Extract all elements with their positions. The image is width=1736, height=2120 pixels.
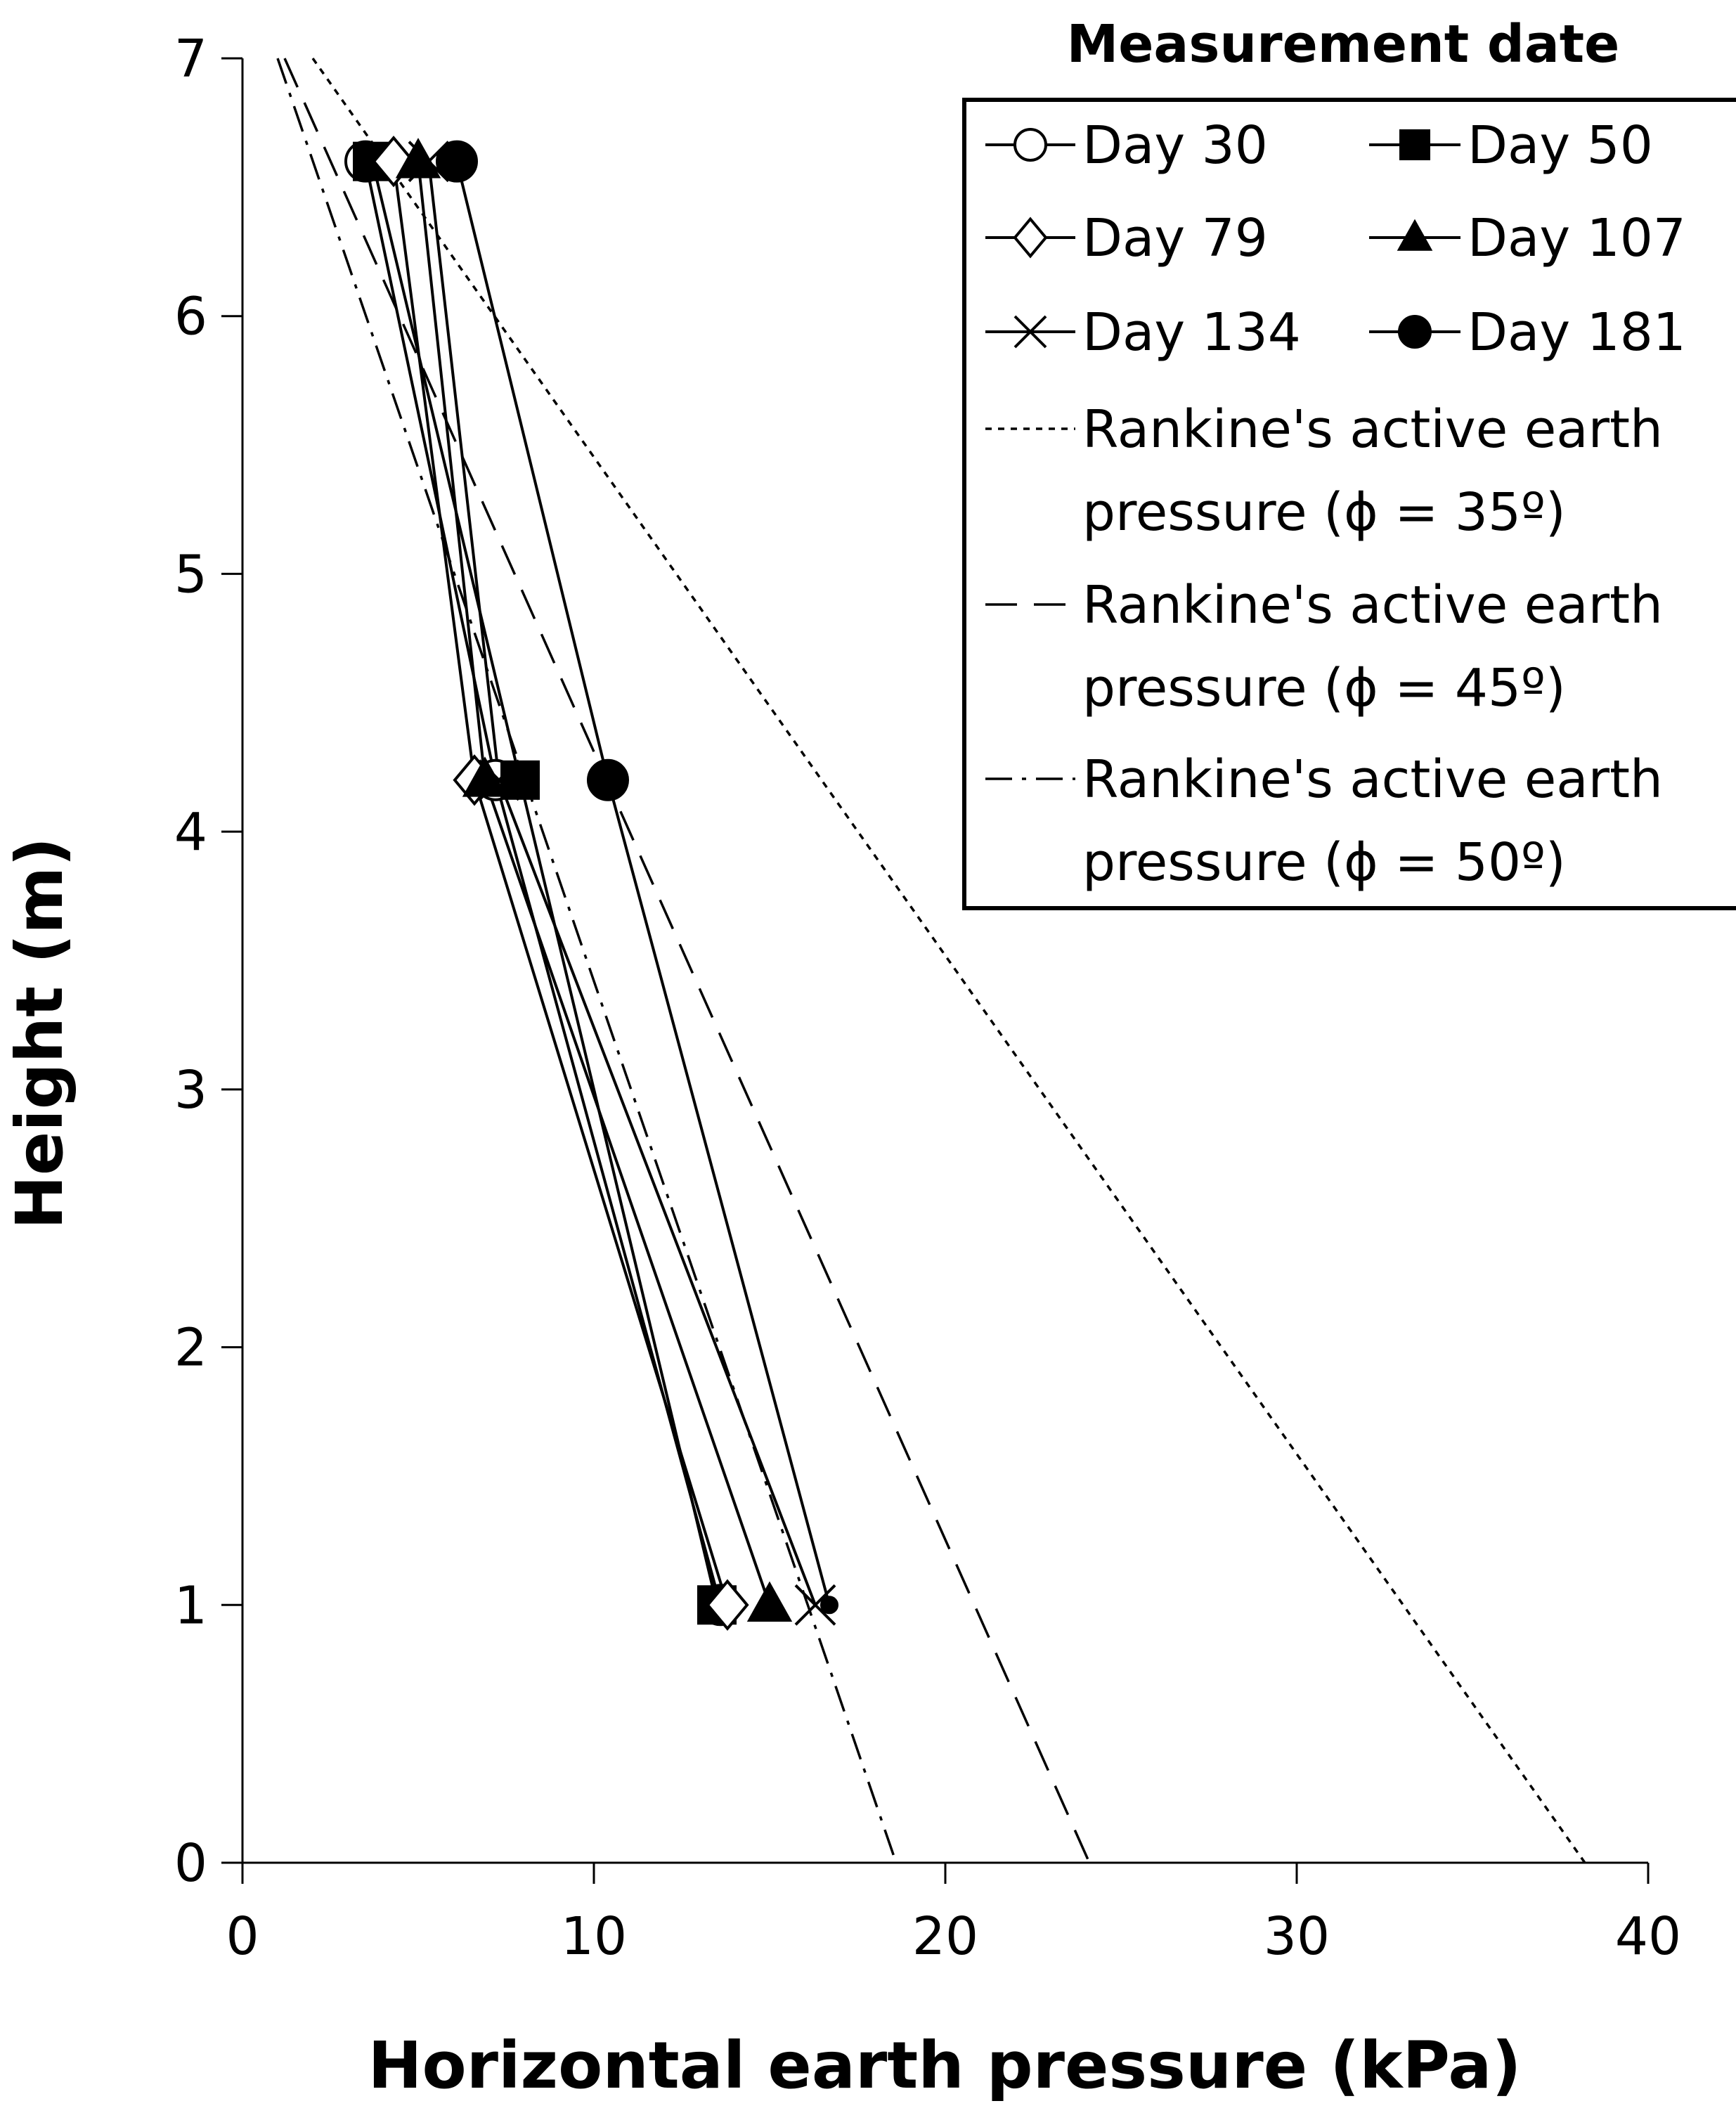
legend-swatch-marker bbox=[1399, 129, 1430, 160]
series-markers bbox=[344, 135, 838, 1631]
legend-label: Day 50 bbox=[1468, 115, 1653, 176]
x-axis-title: Horizontal earth pressure (kPa) bbox=[368, 2028, 1521, 2103]
data-point-day-134 bbox=[794, 1584, 836, 1626]
y-tick-label: 4 bbox=[174, 802, 207, 862]
legend-item: Day 107 bbox=[1369, 208, 1686, 269]
data-point-day-181 bbox=[820, 1596, 838, 1615]
legend-label: pressure (ϕ = 45º) bbox=[1082, 658, 1566, 718]
data-point-day-181 bbox=[436, 140, 478, 183]
series-line-day-107 bbox=[417, 161, 771, 1605]
x-tick-label: 20 bbox=[912, 1906, 978, 1967]
x-tick-label: 10 bbox=[561, 1906, 627, 1967]
legend-label: Day 181 bbox=[1468, 302, 1686, 363]
legend-item: Day 181 bbox=[1369, 302, 1686, 363]
legend-swatch-marker bbox=[1013, 315, 1047, 349]
y-tick-label: 1 bbox=[174, 1575, 207, 1636]
legend-swatch-marker bbox=[1397, 219, 1433, 251]
legend-swatch-marker bbox=[1013, 216, 1048, 259]
x-tick-label: 0 bbox=[226, 1906, 259, 1967]
legend-label: Day 134 bbox=[1082, 302, 1301, 363]
y-tick-label: 0 bbox=[174, 1833, 207, 1894]
y-tick-label: 6 bbox=[174, 287, 207, 347]
series-line-rankine-s-active-earth-pressure-35 bbox=[311, 57, 1586, 1864]
y-axis-title: Height (m) bbox=[2, 837, 77, 1229]
legend-item: Day 134 bbox=[985, 302, 1301, 363]
y-tick-label: 5 bbox=[174, 544, 207, 605]
data-point-day-134 bbox=[478, 759, 520, 801]
legend-item: Rankine's active earth pressure (ϕ = 35º) bbox=[985, 399, 1663, 543]
data-point-day-107 bbox=[395, 138, 441, 179]
legend-label: Rankine's active earth bbox=[1082, 399, 1663, 460]
x-tick-label: 40 bbox=[1615, 1906, 1681, 1967]
series-line-rankine-s-active-earth-pressure-50 bbox=[276, 58, 898, 1863]
legend-item: Day 50 bbox=[1369, 115, 1653, 176]
y-tick-label: 7 bbox=[174, 29, 207, 89]
legend-label: Day 79 bbox=[1082, 208, 1268, 269]
y-tick-label: 3 bbox=[174, 1060, 207, 1120]
legend-box bbox=[962, 98, 1736, 910]
legend-title: Measurement date bbox=[1067, 14, 1620, 75]
legend: Day 30 Day 50 Day 79 Day 107 Day 134 Day 181 R… bbox=[962, 98, 1736, 910]
legend-label: pressure (ϕ = 50º) bbox=[1082, 832, 1566, 893]
legend-label: pressure (ϕ = 35º) bbox=[1082, 482, 1566, 543]
series-line-rankine-s-active-earth-pressure-45 bbox=[283, 58, 1091, 1863]
legend-label: Day 30 bbox=[1082, 115, 1268, 176]
axes: 0 1 2 3 4 5 6 7 0 10 20 30 40 bbox=[174, 29, 1681, 1967]
legend-item: Day 30 bbox=[985, 115, 1268, 176]
legend-label: Rankine's active earth bbox=[1082, 575, 1663, 635]
y-tick-label: 2 bbox=[174, 1318, 207, 1378]
series-line-day-50 bbox=[371, 161, 718, 1605]
legend-item: Rankine's active earth pressure (ϕ = 45º) bbox=[985, 575, 1663, 718]
legend-item: Rankine's active earth pressure (ϕ = 50º) bbox=[985, 749, 1663, 893]
legend-label: Rankine's active earth bbox=[1082, 749, 1663, 810]
data-point-day-181 bbox=[587, 758, 629, 801]
data-point-day-107 bbox=[462, 756, 508, 797]
data-point-day-50 bbox=[500, 760, 540, 800]
legend-swatch-marker bbox=[1013, 128, 1047, 162]
legend-item: Day 79 bbox=[985, 208, 1268, 269]
series-line-day-134 bbox=[427, 161, 817, 1606]
x-tick-label: 30 bbox=[1264, 1906, 1330, 1967]
data-point-day-79 bbox=[706, 1579, 749, 1631]
legend-swatch-marker bbox=[1398, 315, 1432, 349]
series-line-day-30 bbox=[364, 161, 722, 1605]
legend-label: Day 107 bbox=[1468, 208, 1686, 269]
data-point-day-107 bbox=[746, 1581, 793, 1622]
series-line-day-181 bbox=[455, 161, 831, 1605]
